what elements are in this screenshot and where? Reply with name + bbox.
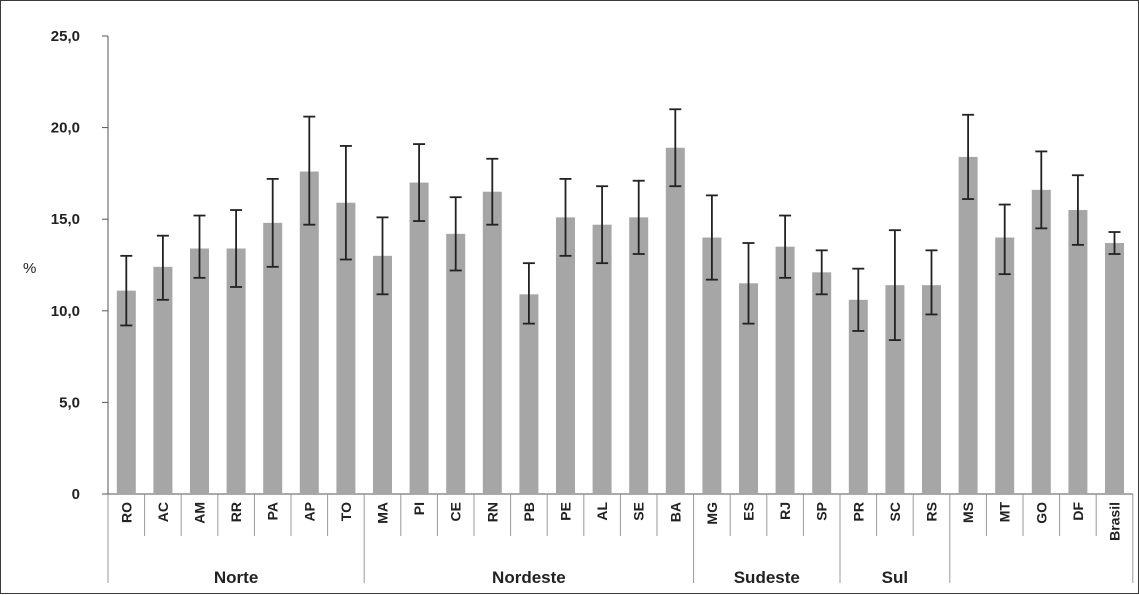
y-tick-label: 15,0 bbox=[51, 211, 80, 228]
category-label: RJ bbox=[777, 502, 793, 520]
group-label: Norte bbox=[214, 568, 258, 587]
category-label: PR bbox=[850, 502, 866, 521]
category-label: SP bbox=[814, 502, 830, 521]
bar bbox=[995, 237, 1015, 494]
bar bbox=[848, 299, 868, 494]
bar bbox=[1105, 243, 1124, 494]
category-label: AL bbox=[594, 502, 610, 521]
category-label: MG bbox=[704, 502, 720, 525]
category-label: PI bbox=[411, 502, 427, 515]
bar bbox=[263, 222, 283, 494]
category-label: MT bbox=[997, 502, 1013, 523]
bar bbox=[519, 294, 539, 494]
category-label: BA bbox=[667, 502, 683, 522]
category-label: RS bbox=[924, 502, 940, 521]
y-tick-label: 0 bbox=[72, 486, 80, 503]
category-label: AC bbox=[155, 502, 171, 522]
y-tick-label: 20,0 bbox=[51, 120, 80, 137]
group-label: Sul bbox=[882, 568, 908, 587]
category-label: PB bbox=[521, 502, 537, 521]
bar bbox=[409, 182, 429, 494]
category-label: MS bbox=[960, 502, 976, 523]
bar bbox=[446, 233, 466, 494]
bar bbox=[153, 266, 173, 494]
category-label: DF bbox=[1070, 502, 1086, 521]
category-label: TO bbox=[338, 502, 354, 521]
y-axis-label: % bbox=[23, 260, 36, 277]
group-label: Nordeste bbox=[492, 568, 566, 587]
category-label: RN bbox=[484, 502, 500, 522]
bar bbox=[629, 217, 649, 495]
category-label: PA bbox=[265, 502, 281, 520]
y-tick-label: 25,0 bbox=[51, 28, 80, 45]
bar bbox=[299, 171, 319, 494]
bar bbox=[1068, 210, 1088, 495]
category-label: Brasil bbox=[1107, 502, 1123, 541]
bar bbox=[739, 283, 758, 494]
bar bbox=[885, 285, 905, 494]
bar bbox=[592, 224, 612, 495]
category-label: GO bbox=[1033, 502, 1049, 524]
bar bbox=[556, 217, 575, 495]
category-label: ES bbox=[741, 502, 757, 521]
bar bbox=[665, 147, 685, 494]
category-label: SC bbox=[887, 502, 903, 521]
bar bbox=[1031, 189, 1051, 494]
bar bbox=[702, 237, 722, 494]
bar bbox=[226, 248, 246, 494]
bar bbox=[482, 191, 502, 494]
category-label: AM bbox=[192, 502, 208, 524]
y-tick-label: 5,0 bbox=[59, 394, 80, 411]
category-label: CE bbox=[448, 502, 464, 521]
category-label: RO bbox=[118, 502, 134, 523]
bar bbox=[922, 285, 941, 494]
category-label: RR bbox=[228, 502, 244, 522]
category-label: SE bbox=[631, 502, 647, 521]
bar bbox=[336, 202, 356, 494]
bar bbox=[958, 156, 978, 495]
y-tick-label: 10,0 bbox=[51, 303, 80, 320]
bar bbox=[775, 246, 795, 494]
category-label: AP bbox=[301, 502, 317, 521]
bar bbox=[373, 255, 392, 494]
bar bbox=[190, 248, 209, 494]
category-label: PE bbox=[558, 502, 574, 521]
bar bbox=[812, 272, 832, 494]
group-label: Sudeste bbox=[734, 568, 800, 587]
category-label: MA bbox=[375, 502, 391, 524]
bar bbox=[116, 290, 136, 494]
